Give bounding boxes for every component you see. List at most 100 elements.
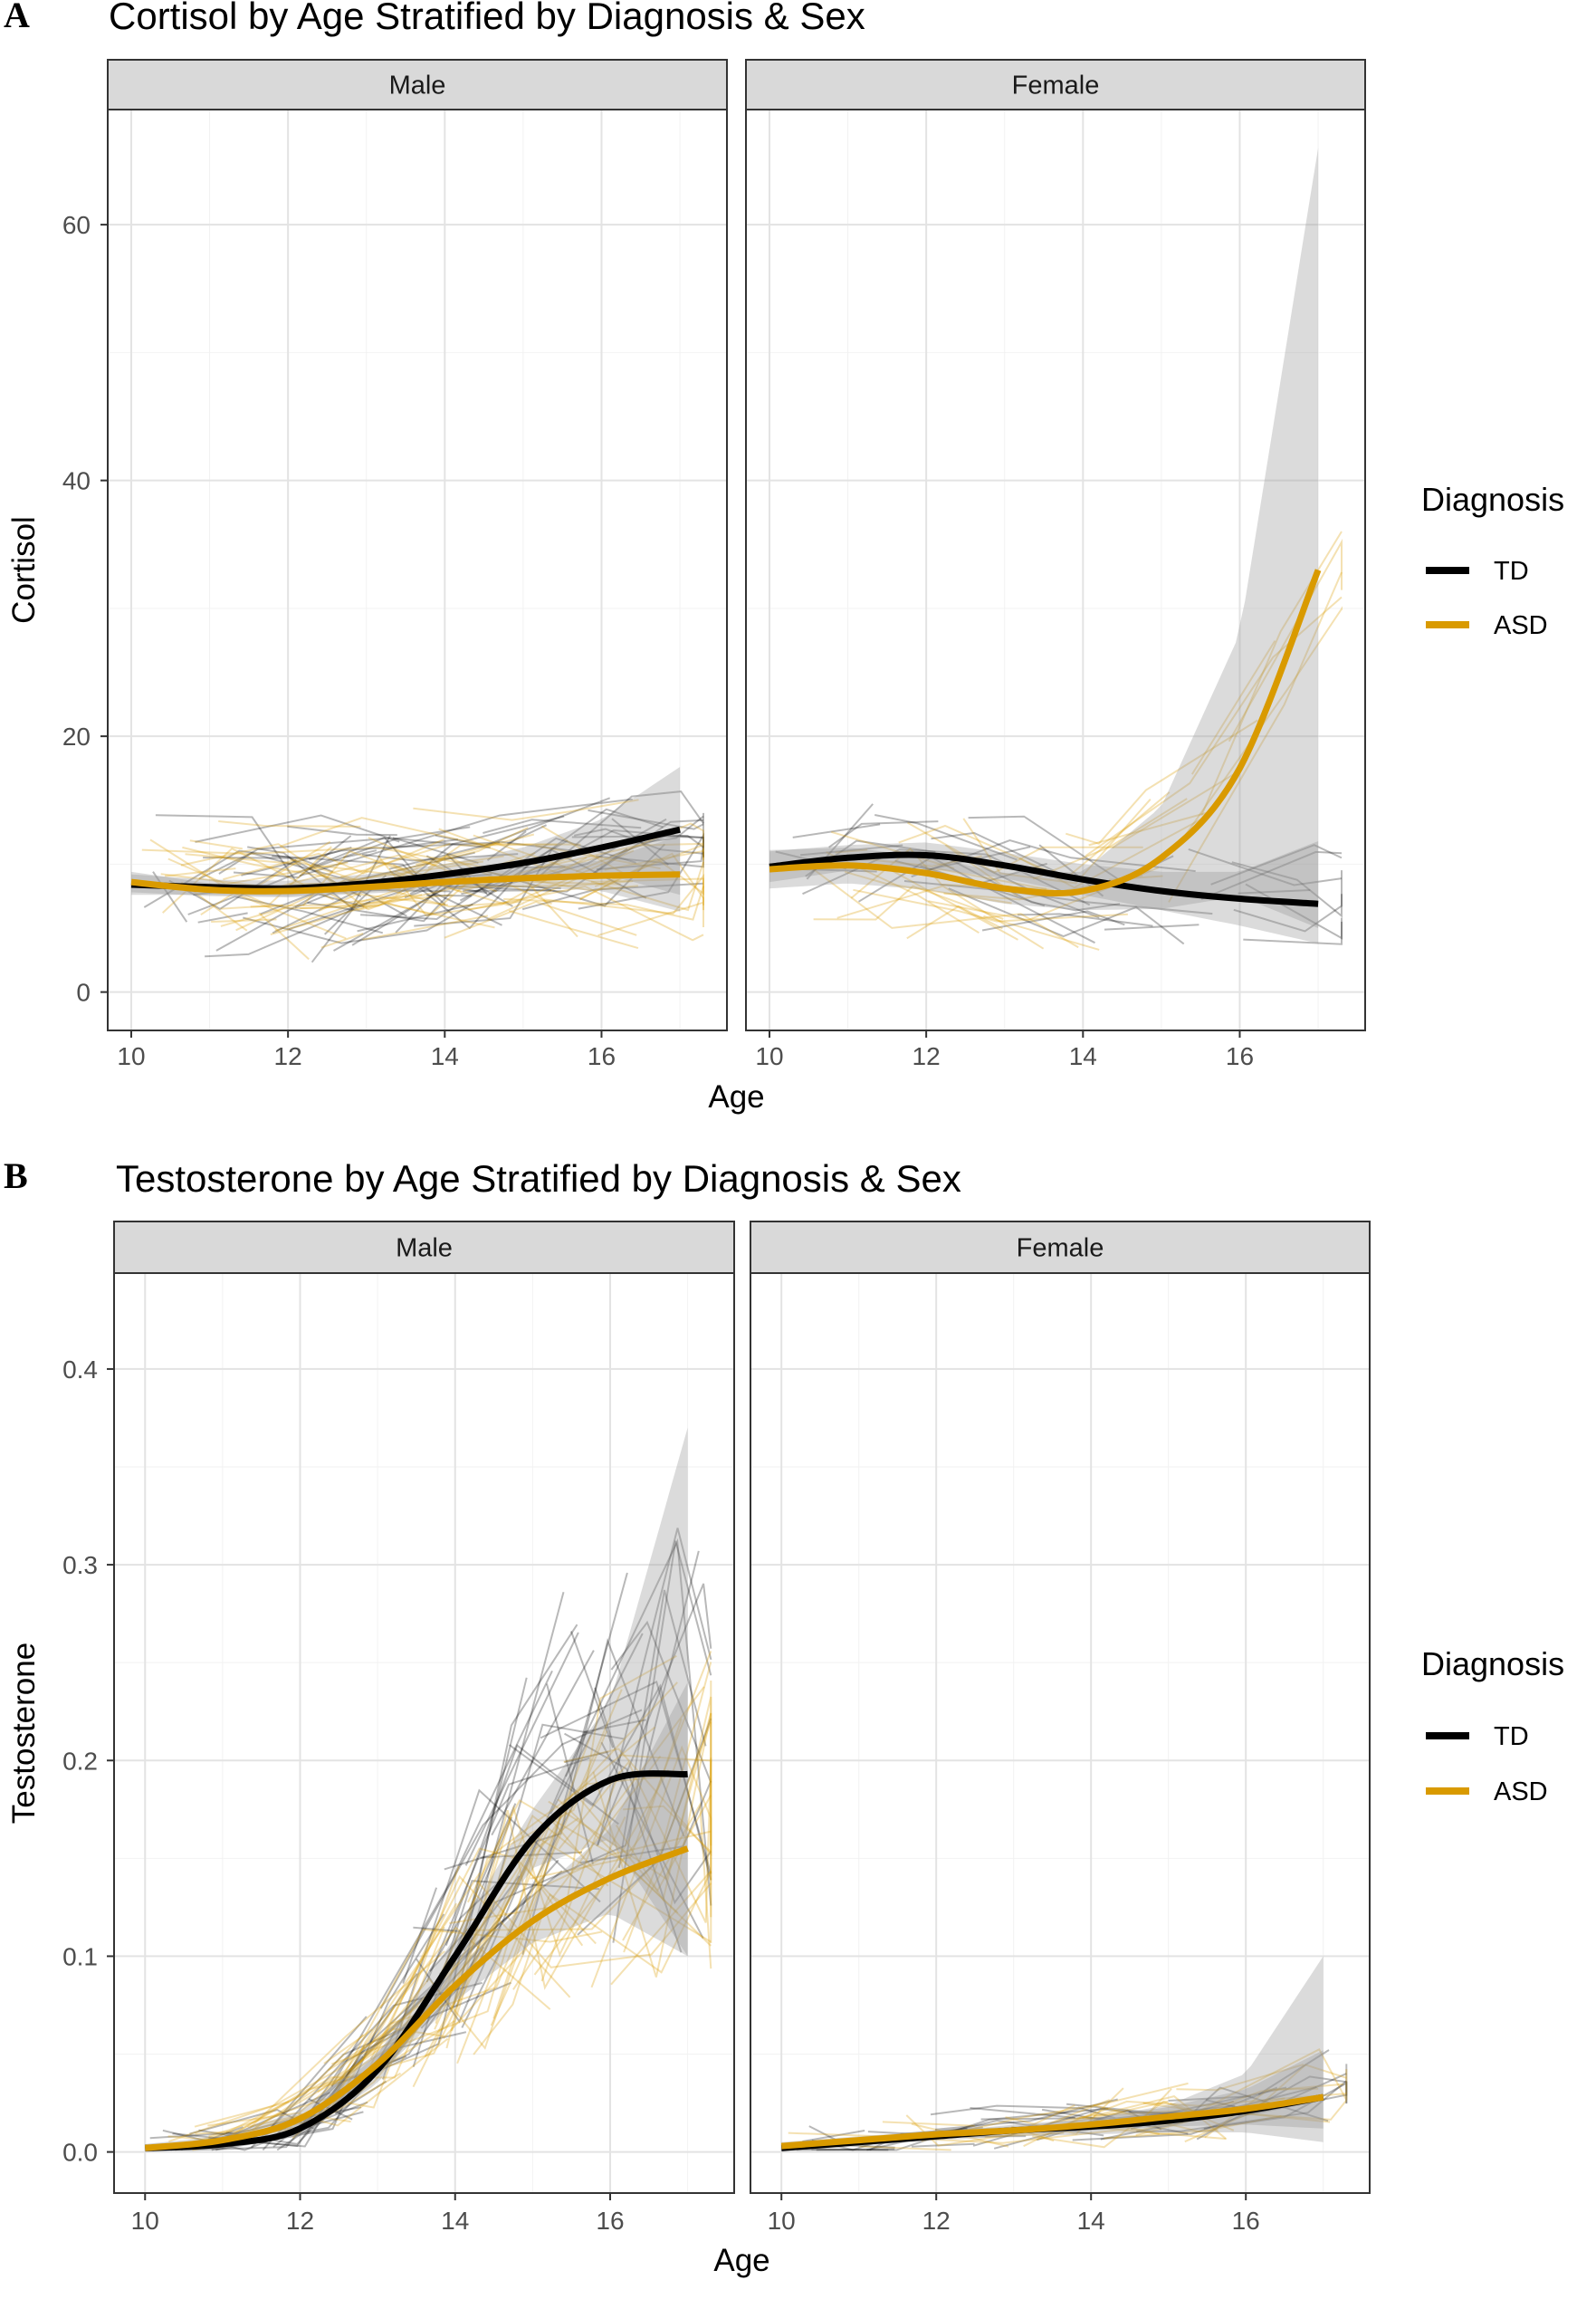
facet-strip-label: Male	[396, 1234, 453, 1263]
fit-line-asd	[780, 2093, 1324, 2150]
trajectory-line	[382, 1788, 601, 2080]
trajectory-line	[459, 839, 569, 902]
trajectory-line	[980, 2117, 1189, 2135]
panel-letter: B	[4, 1155, 28, 1196]
trajectory-line	[369, 1895, 531, 2043]
x-tick-label: 10	[131, 2207, 159, 2235]
trajectory-line	[591, 848, 628, 876]
trajectory-line	[220, 894, 453, 927]
trajectory-line	[279, 817, 581, 848]
trajectory-line	[300, 882, 425, 910]
trajectory-line	[302, 1914, 503, 2122]
trajectory-line	[610, 1620, 712, 1783]
trajectory-line	[272, 854, 504, 890]
trajectory-line	[546, 1683, 594, 1864]
ci-ribbon-asd	[781, 2050, 1324, 2151]
trajectory-line	[250, 1981, 511, 2149]
fit-line-td	[769, 851, 1319, 907]
trajectory-line	[1077, 2104, 1236, 2120]
trajectory-line	[235, 860, 484, 932]
y-tick-label: 0.4	[62, 1355, 98, 1384]
trajectory-line	[948, 857, 1121, 912]
trajectory-line	[361, 853, 519, 862]
x-tick-label: 12	[922, 2207, 951, 2235]
trajectory-line	[458, 880, 634, 888]
trajectory-line	[948, 887, 1185, 945]
x-tick-label: 12	[286, 2207, 314, 2235]
trajectory-line	[569, 1631, 615, 1748]
trajectory-line	[491, 1650, 595, 1836]
legend-label-asd: ASD	[1494, 1777, 1548, 1806]
fit-line-asd	[130, 871, 681, 895]
trajectory-line	[579, 1780, 712, 1864]
trajectory-line	[252, 1926, 551, 2131]
trajectory-line	[496, 1723, 625, 1883]
trajectory-line	[438, 828, 567, 877]
trajectory-line	[1210, 844, 1343, 886]
trajectory-line	[563, 1681, 712, 1857]
trajectory-line	[557, 1798, 679, 1914]
trajectory-line	[412, 1835, 712, 2088]
trajectory-line	[604, 849, 704, 871]
trajectory-line	[813, 885, 1004, 921]
trajectory-line	[379, 1709, 643, 2009]
facet-strip	[107, 59, 728, 110]
x-tick-label: 16	[588, 1042, 616, 1070]
trajectory-line	[274, 887, 401, 932]
trajectory-line	[492, 1726, 656, 2019]
trajectory-line	[962, 799, 1152, 885]
y-tick-label: 0.3	[62, 1551, 98, 1579]
trajectory-line	[399, 1865, 460, 2026]
trajectory-line	[906, 905, 1003, 940]
trajectory-line	[223, 838, 444, 881]
trajectory-line	[429, 1624, 578, 1972]
trajectory-line	[512, 1654, 677, 1990]
trajectory-line	[241, 841, 501, 876]
trajectory-line	[162, 847, 335, 914]
trajectory-line	[194, 2101, 290, 2128]
chart-title: Cortisol by Age Stratified by Diagnosis …	[109, 0, 865, 37]
trajectory-line	[548, 1712, 712, 1881]
trajectory-line	[449, 1906, 554, 1924]
trajectory-line	[527, 882, 578, 938]
trajectory-line	[1034, 2099, 1111, 2131]
trajectory-line	[387, 1817, 579, 2052]
trajectory-line	[444, 1743, 619, 1946]
trajectory-line	[362, 915, 489, 941]
trajectory-line	[612, 1540, 712, 1943]
facet-strip	[113, 1221, 735, 1274]
trajectory-line	[416, 1719, 646, 2024]
trajectory-line	[903, 880, 1213, 915]
y-tick-label: 40	[62, 467, 91, 495]
trajectory-line	[1168, 2095, 1251, 2102]
trajectory-line	[310, 2111, 364, 2127]
chart-1: B Testosterone by Age Stratified by Diagn…	[4, 1155, 1564, 2278]
trajectory-line	[506, 824, 548, 845]
trajectory-line	[1085, 596, 1343, 857]
trajectory-line	[195, 814, 400, 843]
ci-ribbon-td	[131, 767, 681, 896]
trajectory-line	[1135, 2120, 1191, 2137]
trajectory-line	[1204, 2087, 1319, 2139]
trajectory-line	[307, 867, 474, 923]
trajectory-line	[564, 1732, 712, 1905]
trajectory-line	[931, 831, 1065, 876]
trajectory-line	[596, 851, 704, 868]
trajectory-line	[247, 835, 391, 910]
trajectory-line	[208, 1926, 445, 2138]
trajectory-line	[1017, 913, 1153, 927]
trajectory-line	[503, 886, 704, 921]
trajectory-line	[434, 1686, 705, 2030]
y-tick-label: 0.2	[62, 1747, 98, 1775]
trajectory-line	[930, 2104, 1078, 2116]
trajectory-line	[390, 2031, 467, 2051]
trajectory-line	[571, 834, 704, 848]
trajectory-line	[149, 2092, 330, 2140]
trajectory-line	[215, 893, 365, 952]
trajectory-line	[1093, 2104, 1282, 2133]
trajectory-line	[831, 830, 955, 869]
trajectory-line	[1200, 531, 1343, 816]
facet-strip	[750, 1221, 1371, 1274]
facet-strip-label: Female	[1012, 72, 1100, 101]
